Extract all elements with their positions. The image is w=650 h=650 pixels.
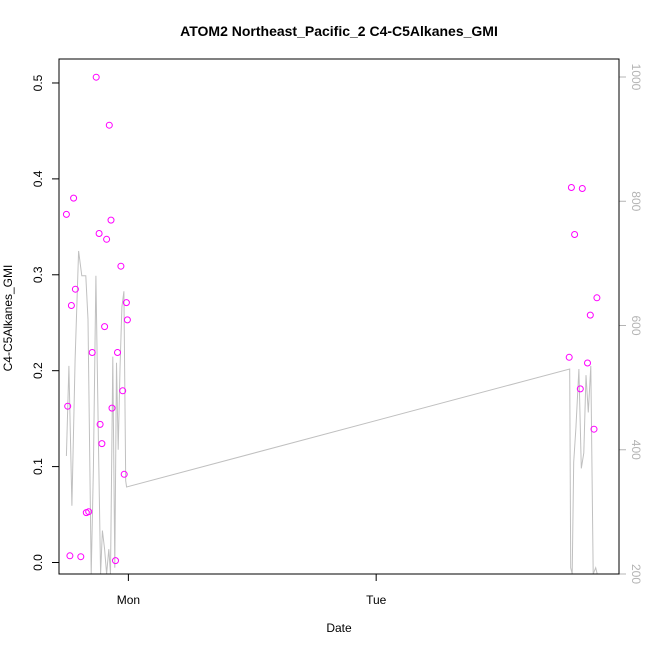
data-point [122,299,130,307]
data-point [565,353,573,361]
data-point [66,552,74,560]
data-point [593,294,601,302]
plot-area: 0.0 0.1 0.2 0.3 0.4 0.5 200 400 600 800 1000 Mon Tue [31,64,643,607]
data-point [67,302,75,309]
data-point [62,210,70,218]
data-point [119,387,127,395]
data-point [114,349,121,356]
data-point [64,402,72,410]
y-tick-label: 0.2 [31,362,45,379]
data-point [95,230,103,237]
y2-tick-label: 800 [629,191,643,211]
data-point [112,557,119,565]
y2-tick-label: 1000 [629,64,643,91]
y2-tick-label: 400 [629,440,643,460]
data-point [96,420,104,428]
data-point [71,285,79,293]
data-point [117,262,125,270]
y-tick-label: 0.4 [31,170,45,187]
y-tick-label: 0.5 [31,74,45,91]
y2-tick-label: 200 [629,564,643,584]
data-point [590,425,598,433]
data-point [578,185,586,192]
x-tick-label: Mon [117,593,140,607]
data-point [88,349,96,356]
y2-tick-label: 600 [629,315,643,335]
data-point [576,385,584,393]
y-tick-label: 0.3 [31,266,45,283]
data-point [103,235,111,243]
data-point [586,311,594,319]
y-axis-title: C4-C5Alkanes_GMI [1,265,15,372]
data-point [584,359,591,367]
data-point [85,508,93,516]
chart-title: ATOM2 Northeast_Pacific_2 C4-C5Alkanes_G… [180,23,498,39]
y-tick-label: 0.1 [31,458,45,475]
data-point [107,216,115,224]
series-line [65,250,598,574]
data-point [571,231,579,238]
y-tick-label: 0.0 [31,554,45,571]
data-point [70,194,78,202]
data-point [105,121,113,129]
data-point [92,73,100,81]
data-point [98,440,106,448]
data-point [123,316,131,324]
x-tick-label: Tue [366,593,387,607]
data-point [77,553,85,561]
data-point [567,184,575,191]
data-point [101,323,109,331]
data-point [120,470,128,478]
data-point [108,404,116,412]
x-axis-title: Date [326,621,352,635]
plot-frame [58,58,620,575]
